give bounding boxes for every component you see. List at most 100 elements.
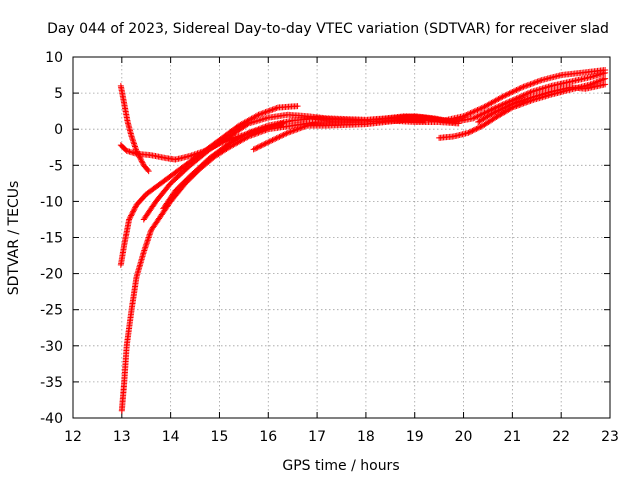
data-point bbox=[527, 89, 534, 96]
data-point bbox=[251, 145, 258, 152]
data-point bbox=[286, 129, 293, 136]
data-point bbox=[138, 158, 145, 165]
data-point bbox=[251, 127, 258, 134]
data-point bbox=[503, 103, 510, 110]
data-point bbox=[294, 103, 301, 110]
data-point bbox=[477, 112, 484, 119]
data-point bbox=[276, 133, 283, 140]
y-tick-label: -20 bbox=[40, 267, 63, 283]
data-point bbox=[297, 125, 304, 132]
data-point bbox=[519, 84, 526, 91]
data-point bbox=[290, 127, 297, 134]
data-point bbox=[502, 92, 509, 99]
data-point bbox=[294, 126, 301, 133]
data-point bbox=[128, 211, 135, 218]
data-point bbox=[528, 80, 535, 87]
data-point bbox=[268, 107, 275, 114]
y-tick-label: -35 bbox=[40, 375, 63, 391]
data-point bbox=[461, 112, 468, 119]
x-tick-label: 19 bbox=[406, 429, 424, 445]
data-point bbox=[277, 133, 284, 140]
data-point bbox=[475, 106, 482, 113]
data-point bbox=[138, 157, 145, 164]
data-point bbox=[255, 111, 262, 118]
data-point bbox=[517, 84, 524, 91]
data-point bbox=[282, 131, 289, 138]
data-point bbox=[262, 140, 269, 147]
data-point bbox=[533, 79, 540, 86]
plot-area bbox=[117, 66, 609, 414]
data-point bbox=[287, 128, 294, 135]
data-point bbox=[491, 109, 498, 116]
data-point bbox=[126, 216, 133, 223]
data-point bbox=[503, 91, 510, 98]
data-point bbox=[530, 80, 537, 87]
data-point bbox=[468, 109, 475, 116]
data-point bbox=[139, 159, 146, 166]
data-point bbox=[279, 132, 286, 139]
data-point bbox=[510, 88, 517, 95]
data-point bbox=[602, 81, 609, 88]
data-point bbox=[255, 126, 262, 133]
x-tick-label: 16 bbox=[259, 429, 277, 445]
series-track-3 bbox=[117, 103, 301, 268]
data-point bbox=[130, 207, 137, 214]
data-point bbox=[132, 204, 139, 211]
data-point bbox=[514, 86, 521, 93]
data-point bbox=[295, 125, 302, 132]
data-point bbox=[520, 83, 527, 90]
data-point bbox=[254, 112, 261, 119]
data-point bbox=[258, 125, 265, 132]
data-point bbox=[248, 128, 255, 135]
data-point bbox=[259, 141, 266, 148]
data-point bbox=[602, 69, 609, 76]
data-point bbox=[293, 126, 300, 133]
data-point bbox=[256, 125, 263, 132]
data-point bbox=[474, 107, 481, 114]
data-point bbox=[131, 205, 138, 212]
data-point bbox=[288, 128, 295, 135]
data-point bbox=[250, 146, 257, 153]
data-point bbox=[599, 76, 606, 83]
data-point bbox=[474, 125, 481, 132]
data-point bbox=[247, 129, 254, 136]
data-point bbox=[253, 145, 260, 152]
data-point bbox=[298, 124, 305, 131]
data-point bbox=[265, 108, 272, 115]
y-tick-label: 10 bbox=[45, 50, 63, 66]
data-point bbox=[266, 138, 273, 145]
data-point bbox=[489, 110, 496, 117]
y-tick-label: -40 bbox=[40, 411, 63, 427]
chart-title: Day 044 of 2023, Sidereal Day-to-day VTE… bbox=[47, 21, 609, 37]
data-point bbox=[272, 135, 279, 142]
data-point bbox=[526, 89, 533, 96]
data-point bbox=[517, 93, 524, 100]
data-point bbox=[476, 124, 483, 131]
data-point bbox=[467, 110, 474, 117]
data-point bbox=[478, 111, 485, 118]
data-point bbox=[263, 139, 270, 146]
data-point bbox=[258, 142, 265, 149]
y-axis: -40 -35 -30 -25 -20 -15 -10 -5 0 5 10 bbox=[40, 50, 610, 427]
data-point bbox=[262, 109, 269, 116]
data-point bbox=[265, 139, 272, 146]
data-point bbox=[145, 168, 152, 175]
y-tick-label: -5 bbox=[49, 158, 63, 174]
data-point bbox=[257, 143, 264, 150]
x-tick-label: 21 bbox=[503, 429, 521, 445]
data-point bbox=[472, 126, 479, 133]
data-point bbox=[468, 128, 475, 135]
data-point bbox=[300, 124, 307, 131]
data-point bbox=[259, 124, 266, 131]
data-point bbox=[534, 78, 541, 85]
data-point bbox=[499, 105, 506, 112]
x-tick-label: 23 bbox=[601, 429, 619, 445]
y-tick-label: 0 bbox=[54, 122, 63, 138]
data-point bbox=[597, 77, 604, 84]
data-point bbox=[421, 117, 428, 124]
data-point bbox=[259, 110, 266, 117]
data-point bbox=[273, 135, 280, 142]
data-point bbox=[272, 105, 279, 112]
data-point bbox=[129, 209, 136, 216]
y-tick-label: -15 bbox=[40, 231, 63, 247]
